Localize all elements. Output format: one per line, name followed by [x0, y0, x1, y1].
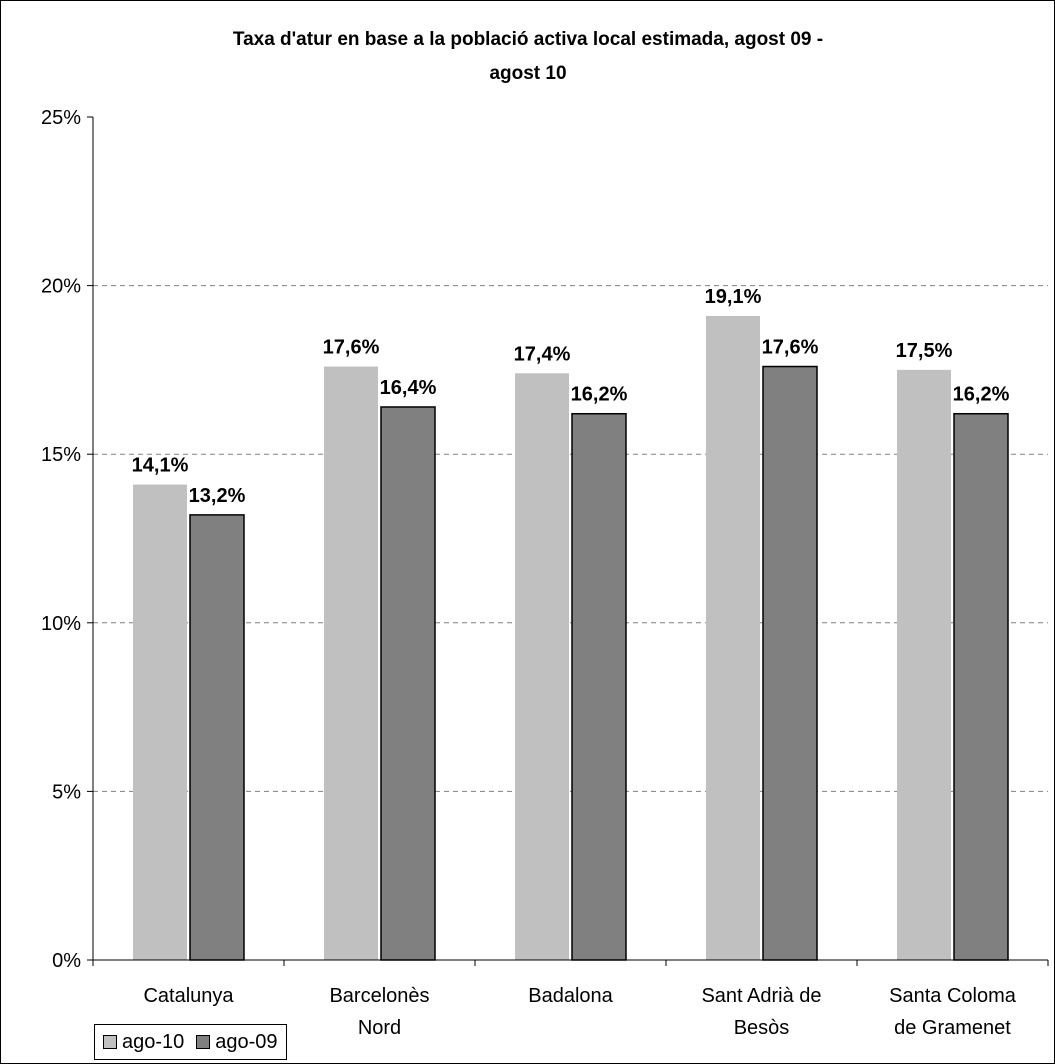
bar-ago-09 [762, 365, 818, 961]
data-label-ago-10: 14,1% [132, 455, 189, 477]
data-label-ago-10: 17,4% [514, 343, 571, 365]
category-label: Barcelonès [329, 985, 429, 1007]
bar-ago-10 [897, 369, 951, 960]
data-label-ago-10: 17,5% [896, 340, 953, 362]
legend-item-ago-10: ago-10 [103, 1031, 184, 1054]
bar-ago-10 [706, 315, 760, 960]
data-label-ago-09: 16,2% [571, 384, 628, 406]
bar-ago-09 [571, 412, 627, 961]
chart-title-line1: Taxa d'atur en base a la població activa… [233, 29, 823, 50]
category-label: Sant Adrià de [701, 985, 821, 1007]
legend: ago-10 ago-09 [94, 1024, 287, 1060]
category-label: Catalunya [143, 985, 234, 1007]
axes: 0% 5% 10% 15% 20% 25% Catalunya Barcelonès Nord B… [41, 107, 1049, 1039]
data-label-ago-10: 17,6% [323, 337, 380, 359]
data-labels: 14,1%13,2%17,6%16,4%17,4%16,2%19,1%17,6%… [132, 286, 1010, 507]
data-label-ago-09: 16,2% [953, 384, 1010, 406]
category-label: Besòs [734, 1017, 790, 1039]
y-tick-label: 25% [41, 107, 81, 129]
y-tick-label: 15% [41, 444, 81, 466]
y-tick-label: 0% [52, 950, 81, 972]
data-label-ago-09: 17,6% [762, 337, 819, 359]
y-tick-label: 20% [41, 276, 81, 298]
data-label-ago-10: 19,1% [705, 286, 762, 308]
bar-ago-10 [133, 484, 187, 960]
y-tick-label: 5% [52, 781, 81, 803]
bar-ago-09 [380, 406, 436, 961]
legend-label-ago-09: ago-09 [215, 1030, 278, 1053]
bars [133, 315, 1009, 961]
chart-title-line2: agost 10 [489, 63, 566, 84]
category-label: de Gramenet [894, 1017, 1011, 1039]
bar-ago-09 [953, 412, 1009, 961]
data-label-ago-09: 13,2% [189, 485, 246, 507]
bar-ago-09 [189, 514, 245, 961]
data-label-ago-09: 16,4% [380, 377, 437, 399]
category-label: Nord [358, 1017, 401, 1039]
category-label: Santa Coloma [889, 985, 1017, 1007]
y-tick-label: 10% [41, 613, 81, 635]
category-label: Badalona [528, 985, 613, 1007]
gridlines [93, 285, 1048, 792]
bar-ago-10 [515, 373, 569, 961]
bar-ago-10 [324, 366, 378, 960]
legend-label-ago-10: ago-10 [122, 1030, 185, 1053]
legend-item-ago-09: ago-09 [196, 1030, 278, 1054]
legend-swatch-ago-10 [103, 1035, 117, 1049]
legend-swatch-ago-09 [196, 1035, 211, 1049]
